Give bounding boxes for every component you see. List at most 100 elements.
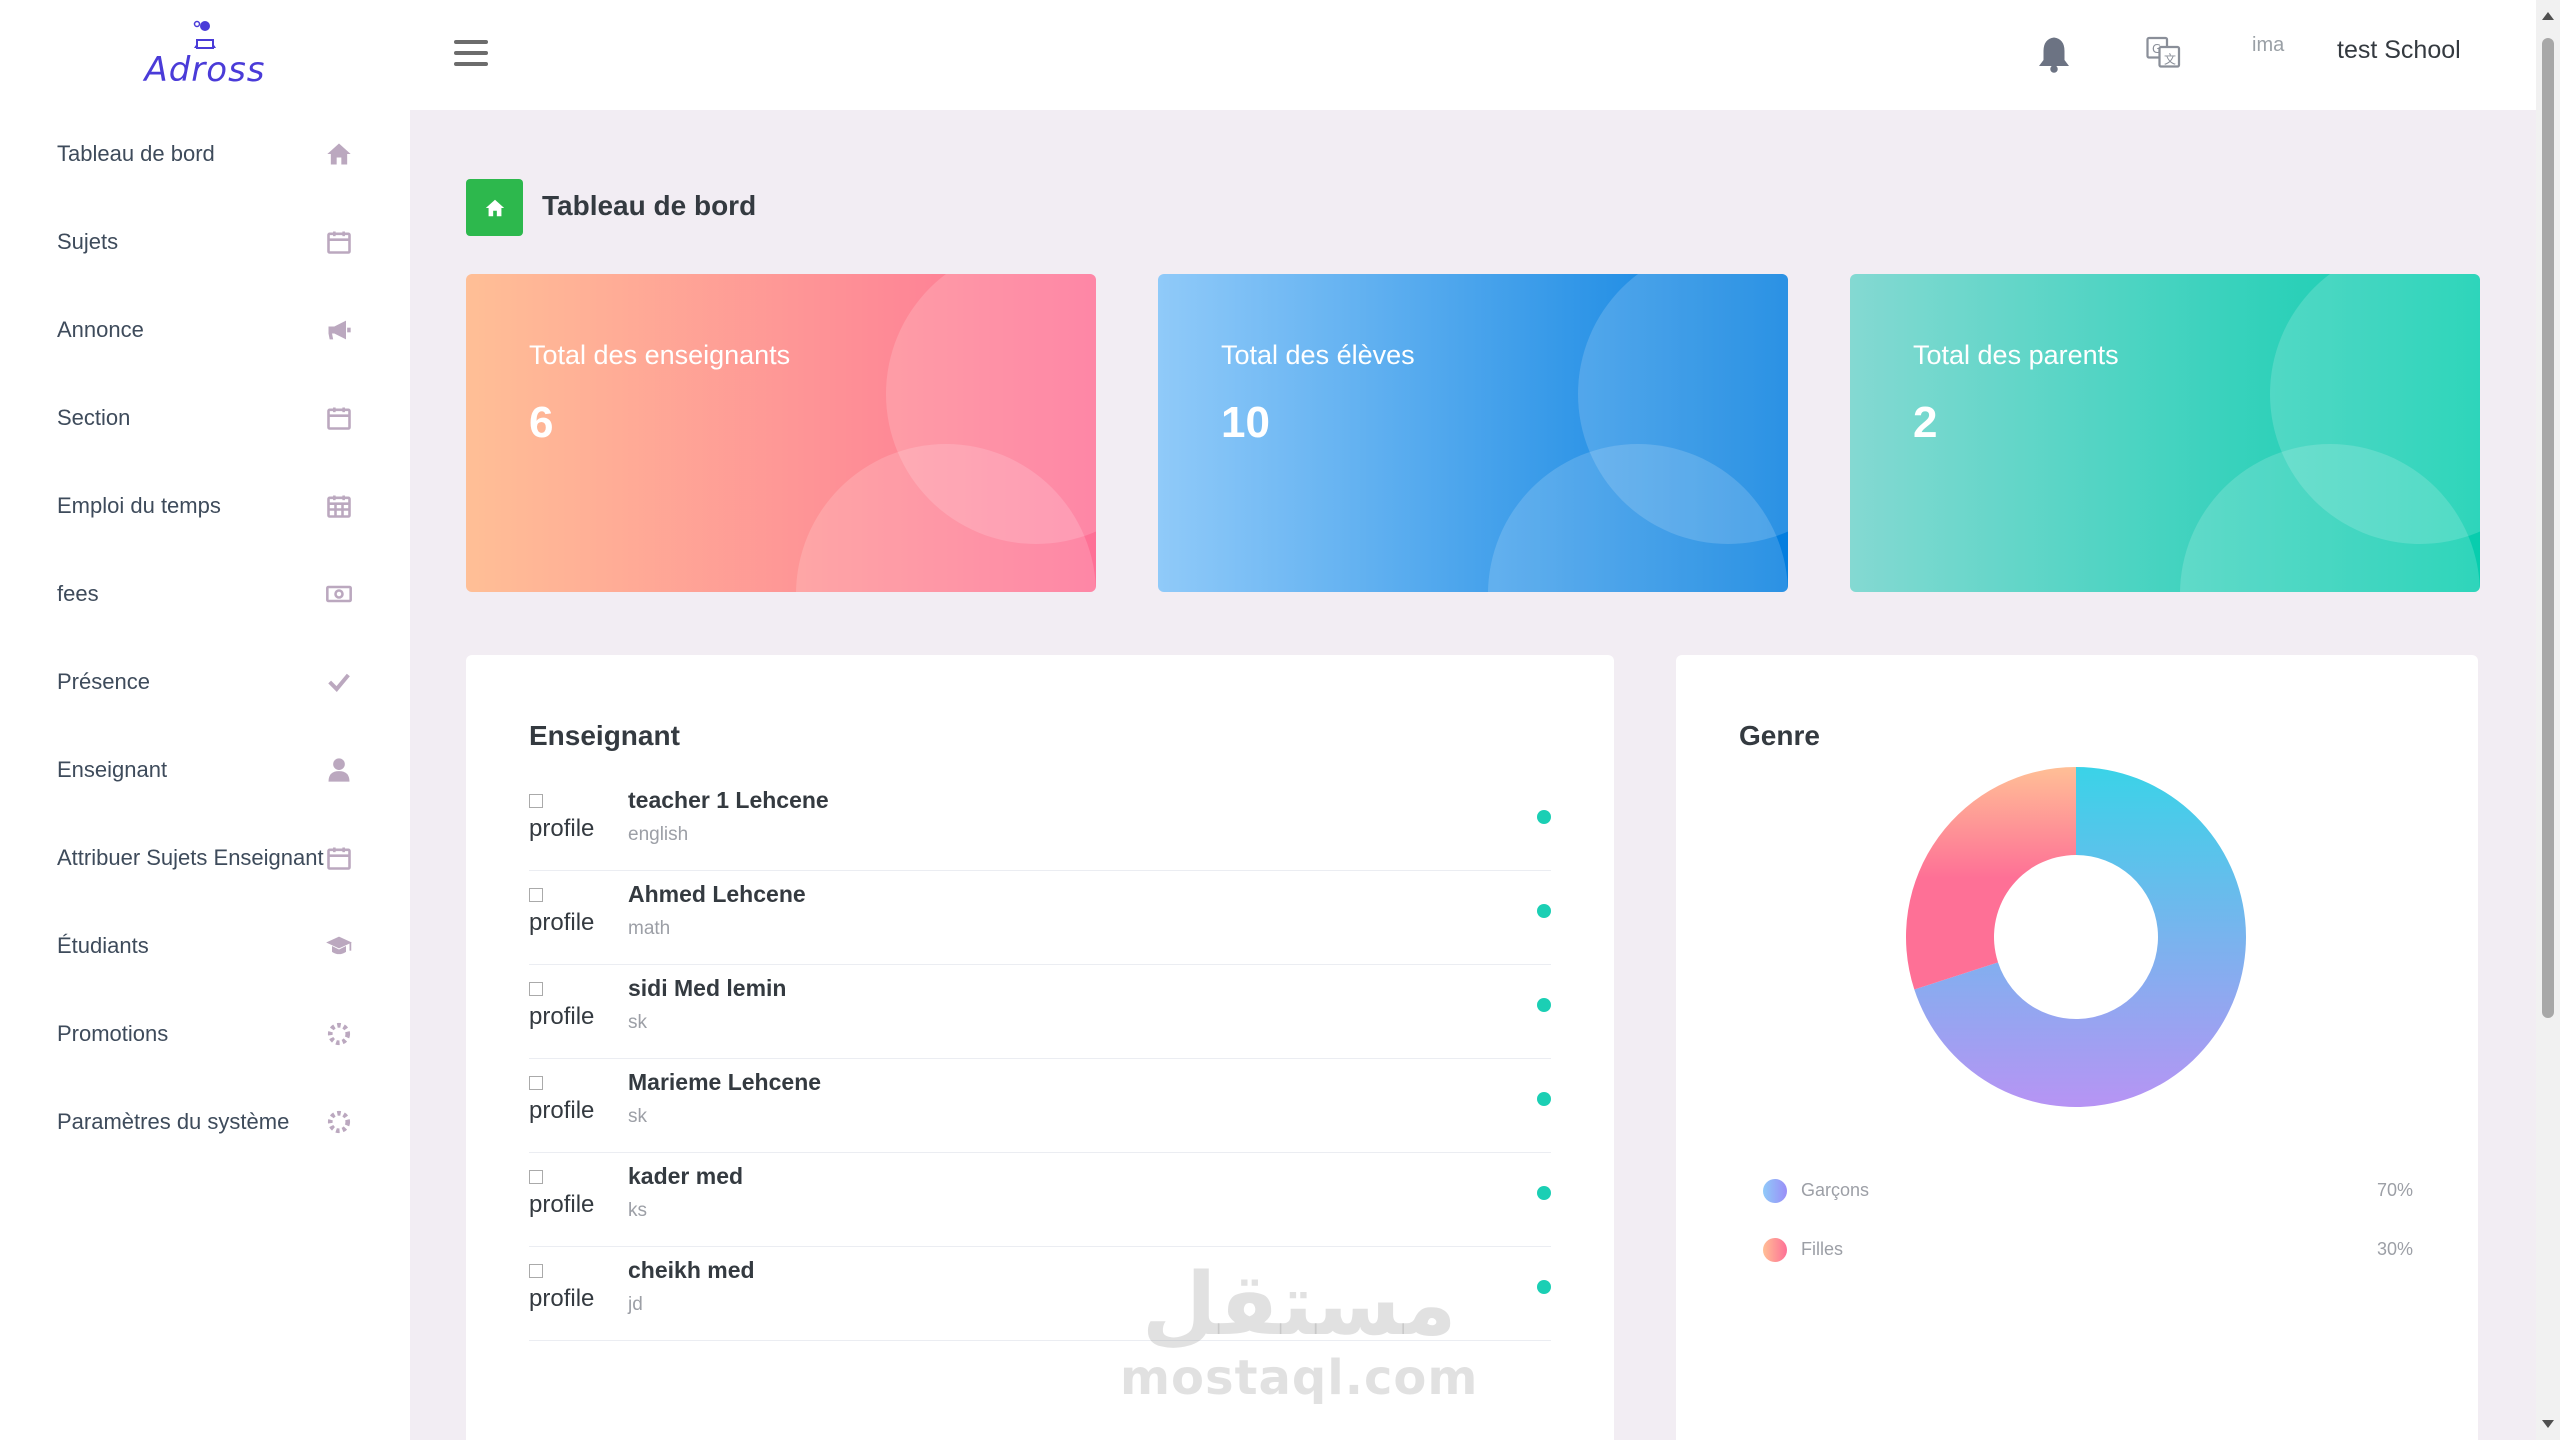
stat-card-title: Total des élèves bbox=[1221, 340, 1415, 370]
logo-icon bbox=[193, 20, 216, 49]
list-item[interactable]: profile Ahmed Lehcene math bbox=[529, 871, 1551, 965]
teacher-avatar: profile bbox=[529, 1161, 599, 1219]
donut-slice-garons bbox=[1914, 767, 2246, 1107]
teachers-panel: Enseignant profile teacher 1 Lehcene eng… bbox=[466, 655, 1614, 1440]
calendar-grid-icon bbox=[322, 489, 356, 523]
teacher-name: sidi Med lemin bbox=[628, 975, 787, 1001]
gear-icon bbox=[322, 1017, 356, 1051]
watermark-latin: mostaql.com bbox=[1120, 1350, 1479, 1406]
legend-percent: 70% bbox=[2376, 1180, 2413, 1200]
list-item[interactable]: profile kader med ks bbox=[529, 1153, 1551, 1247]
svg-text:文: 文 bbox=[2164, 52, 2176, 67]
legend-item: Garçons 70% bbox=[1763, 1170, 2413, 1229]
online-status-dot bbox=[1537, 904, 1551, 918]
page-scrollbar[interactable] bbox=[2536, 0, 2560, 1440]
svg-text:G: G bbox=[2152, 42, 2161, 56]
teacher-name: teacher 1 Lehcene bbox=[628, 787, 829, 813]
legend-percent: 30% bbox=[2376, 1239, 2413, 1259]
list-item[interactable]: profile cheikh med jd bbox=[529, 1247, 1551, 1341]
sidebar-item-annonce[interactable]: Annonce bbox=[0, 286, 410, 374]
stat-card-value: 10 bbox=[1221, 398, 1270, 447]
teacher-avatar: profile bbox=[529, 785, 599, 843]
stat-card-value: 2 bbox=[1913, 398, 1938, 447]
sidebar-item-promotions[interactable]: Promotions bbox=[0, 990, 410, 1078]
list-item[interactable]: profile Marieme Lehcene sk bbox=[529, 1059, 1551, 1153]
sidebar-item-label: Emploi du temps bbox=[57, 493, 221, 518]
teacher-subject: sk bbox=[628, 1106, 647, 1127]
sidebar-item-label: Promotions bbox=[57, 1021, 169, 1046]
calendar-icon bbox=[322, 841, 356, 875]
teacher-subject: sk bbox=[628, 1012, 647, 1033]
check-icon bbox=[322, 665, 356, 699]
teachers-panel-title: Enseignant bbox=[529, 720, 680, 751]
stat-card-title: Total des enseignants bbox=[529, 340, 791, 370]
teacher-name: Marieme Lehcene bbox=[628, 1069, 822, 1095]
megaphone-icon bbox=[322, 313, 356, 347]
teacher-name: kader med bbox=[628, 1163, 744, 1189]
teacher-subject: jd bbox=[628, 1294, 643, 1315]
stat-card-students: Total des élèves 10 bbox=[1158, 274, 1788, 592]
legend-dot bbox=[1763, 1238, 1787, 1262]
money-icon bbox=[322, 577, 356, 611]
sidebar-item-label: Paramètres du système bbox=[57, 1109, 290, 1134]
teacher-name: Ahmed Lehcene bbox=[628, 881, 806, 907]
gender-panel: Genre Garçons 70% Filles 30% bbox=[1676, 655, 2478, 1440]
sidebar-item-label: Section bbox=[57, 405, 131, 430]
app-logo[interactable]: Adross bbox=[0, 18, 410, 98]
watermark: مستقل mostaql.com bbox=[1120, 1260, 1478, 1406]
teacher-avatar: profile bbox=[529, 879, 599, 937]
watermark-arabic: مستقل bbox=[1141, 1255, 1457, 1355]
scrollbar-thumb[interactable] bbox=[2542, 38, 2554, 1018]
sidebar-item-etudiants[interactable]: Étudiants bbox=[0, 902, 410, 990]
gender-panel-title: Genre bbox=[1739, 720, 1820, 751]
list-item[interactable]: profile sidi Med lemin sk bbox=[529, 965, 1551, 1059]
online-status-dot bbox=[1537, 1280, 1551, 1294]
sidebar-item-tableau-de-bord[interactable]: Tableau de bord bbox=[0, 110, 410, 198]
sidebar-item-label: Tableau de bord bbox=[57, 141, 215, 166]
scroll-up-arrow-icon[interactable] bbox=[2542, 12, 2554, 20]
teacher-avatar: profile bbox=[529, 973, 599, 1031]
graduation-cap-icon bbox=[322, 929, 356, 963]
legend-label: Filles bbox=[1801, 1239, 1844, 1259]
notification-bell-icon[interactable] bbox=[2036, 34, 2072, 74]
sidebar: Adross Tableau de bord Sujets Annonce Se… bbox=[0, 0, 410, 1440]
calendar-icon bbox=[322, 401, 356, 435]
sidebar-item-label: Enseignant bbox=[57, 757, 168, 782]
online-status-dot bbox=[1537, 998, 1551, 1012]
teacher-name: cheikh med bbox=[628, 1257, 755, 1283]
logo-text: Adross bbox=[144, 50, 266, 90]
legend-dot bbox=[1763, 1179, 1787, 1203]
stat-card-value: 6 bbox=[529, 398, 554, 447]
sidebar-item-sujets[interactable]: Sujets bbox=[0, 198, 410, 286]
sidebar-item-label: Attribuer Sujets Enseignant bbox=[57, 845, 324, 870]
list-item[interactable]: profile teacher 1 Lehcene english bbox=[529, 777, 1551, 871]
online-status-dot bbox=[1537, 1186, 1551, 1200]
stat-card-title: Total des parents bbox=[1913, 340, 2119, 370]
online-status-dot bbox=[1537, 810, 1551, 824]
sidebar-item-section[interactable]: Section bbox=[0, 374, 410, 462]
sidebar-item-fees[interactable]: fees bbox=[0, 550, 410, 638]
gender-donut-chart bbox=[1906, 767, 2246, 1107]
calendar-icon bbox=[322, 225, 356, 259]
sidebar-item-enseignant[interactable]: Enseignant bbox=[0, 726, 410, 814]
avatar[interactable]: ima bbox=[2252, 34, 2285, 56]
sidebar-item-parametres-du-systeme[interactable]: Paramètres du système bbox=[0, 1078, 410, 1166]
teacher-subject: math bbox=[628, 918, 671, 939]
menu-toggle-button[interactable] bbox=[454, 40, 488, 68]
stat-card-parents: Total des parents 2 bbox=[1850, 274, 2480, 592]
sidebar-item-attribuer-sujets-enseignant[interactable]: Attribuer Sujets Enseignant bbox=[0, 814, 410, 902]
scroll-down-arrow-icon[interactable] bbox=[2542, 1420, 2554, 1428]
teacher-subject: ks bbox=[628, 1200, 647, 1221]
teacher-avatar: profile bbox=[529, 1067, 599, 1125]
sidebar-item-emploi-du-temps[interactable]: Emploi du temps bbox=[0, 462, 410, 550]
teacher-list: profile teacher 1 Lehcene english profil… bbox=[529, 777, 1551, 1341]
sidebar-item-presence[interactable]: Présence bbox=[0, 638, 410, 726]
profile-name[interactable]: test School bbox=[2337, 36, 2461, 64]
donut-slice-filles bbox=[1906, 767, 2076, 990]
chart-legend: Garçons 70% Filles 30% bbox=[1763, 1170, 2413, 1288]
user-icon bbox=[322, 753, 356, 787]
sidebar-item-label: Sujets bbox=[57, 229, 119, 254]
page-title: Tableau de bord bbox=[542, 190, 757, 221]
